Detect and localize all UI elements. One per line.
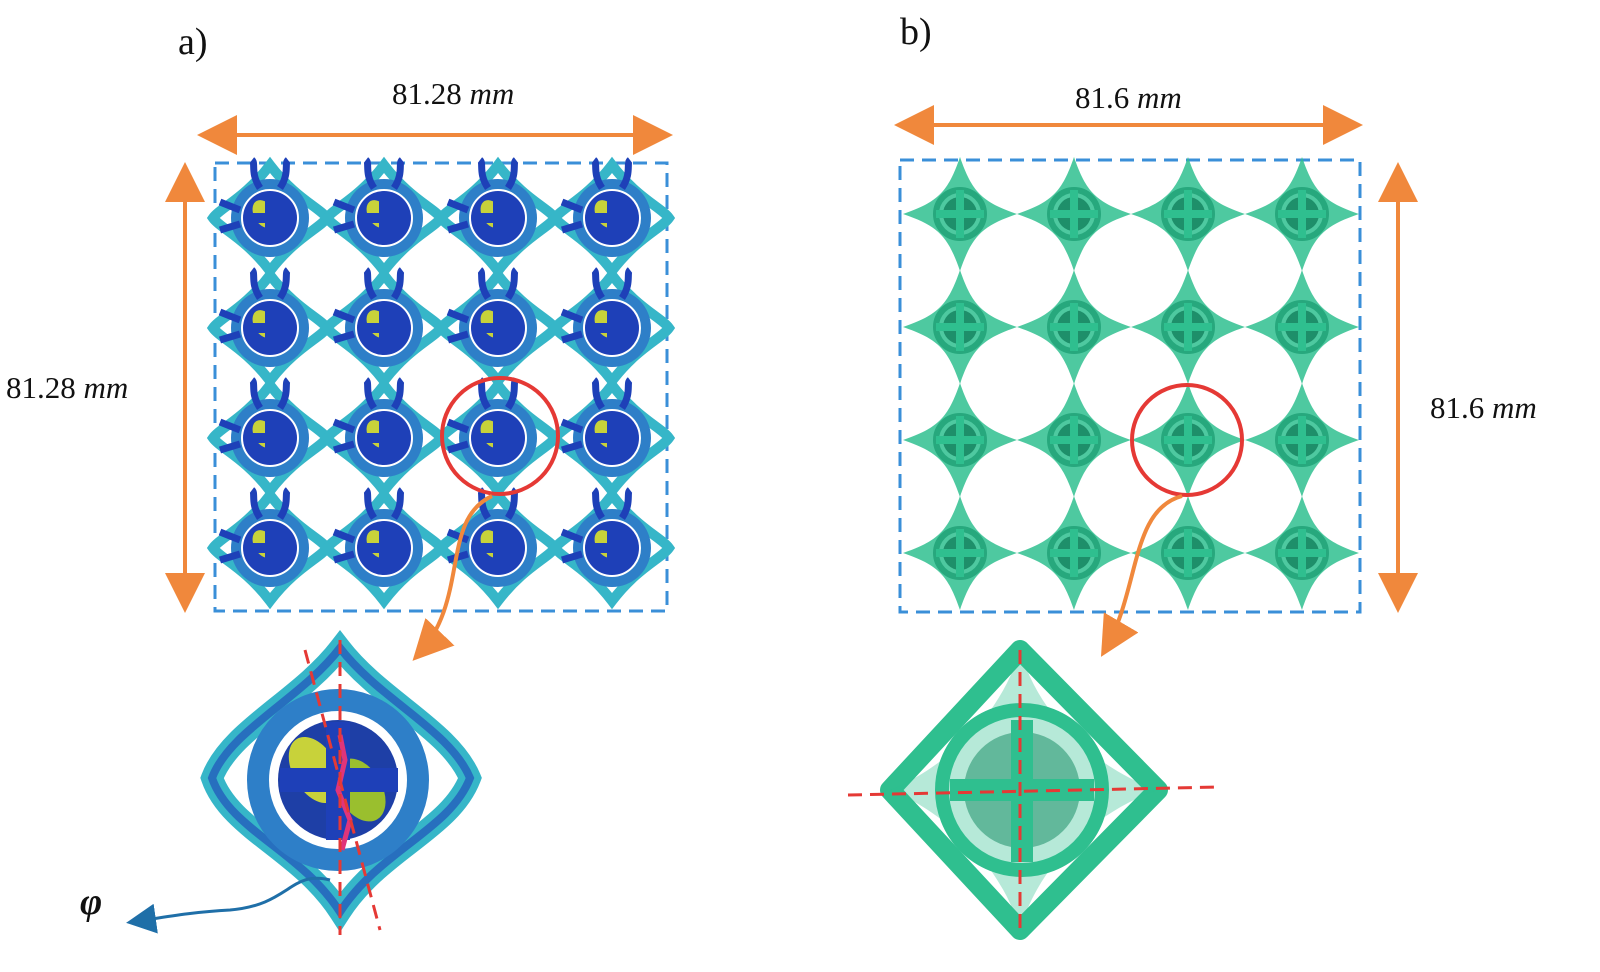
deformed-unit-cell (434, 156, 562, 280)
panel-a-label: a) (178, 21, 208, 63)
undeformed-unit-cell (903, 496, 1017, 610)
dim-unit: mm (1492, 390, 1537, 425)
undeformed-unit-cell (1017, 496, 1131, 610)
deformed-unit-cell (320, 266, 448, 390)
dim-unit: mm (469, 76, 515, 111)
undeformed-unit-cell (1017, 383, 1131, 497)
dim-unit: mm (83, 370, 129, 405)
undeformed-unit-cell (903, 383, 1017, 497)
panel-b-zoomed-unit-cell (847, 640, 1221, 940)
deformed-unit-cell (320, 376, 448, 500)
undeformed-unit-cell (1245, 270, 1359, 384)
panel-b-leader-curve (1100, 494, 1183, 657)
undeformed-unit-cell (1245, 383, 1359, 497)
panel-a-boundary (213, 161, 669, 613)
undeformed-unit-cell (1245, 496, 1359, 610)
deformed-unit-cell (548, 486, 676, 610)
dim-value: 81.6 (1430, 390, 1485, 425)
phi-arrow (126, 876, 331, 934)
panel-a-leader-curve (412, 494, 493, 661)
undeformed-unit-cell (1245, 157, 1359, 271)
dim-value: 81.28 (392, 76, 462, 111)
undeformed-unit-cell (1131, 383, 1245, 497)
panel-b-boundary (898, 158, 1362, 614)
deformed-unit-cell (206, 486, 334, 610)
undeformed-unit-cell (1131, 496, 1245, 610)
deformed-unit-cell (206, 376, 334, 500)
deformed-unit-cell (548, 376, 676, 500)
panel-b-undeformed-lattice (903, 157, 1359, 610)
dim-value: 81.28 (6, 370, 76, 405)
panel-a-deformed-lattice (206, 156, 676, 610)
panel-a-width-dimension: 81.28 mm (392, 76, 514, 112)
panel-b-label: b) (900, 11, 932, 53)
deformed-unit-cell (320, 486, 448, 610)
angle-phi-label: φ (80, 881, 103, 923)
deformed-unit-cell (548, 266, 676, 390)
panel-b-height-dimension: 81.6 mm (1430, 390, 1537, 426)
undeformed-unit-cell (1131, 270, 1245, 384)
panel-b-highlight-circle (1130, 383, 1244, 497)
deformed-unit-cell (434, 486, 562, 610)
undeformed-unit-cell (903, 157, 1017, 271)
deformed-unit-cell (548, 156, 676, 280)
deformed-unit-cell (434, 266, 562, 390)
undeformed-unit-cell (903, 270, 1017, 384)
deformed-unit-cell (320, 156, 448, 280)
panel-a-zoomed-unit-cell (200, 629, 482, 935)
undeformed-unit-cell (1131, 157, 1245, 271)
undeformed-unit-cell (1017, 157, 1131, 271)
panel-a-height-dimension: 81.28 mm (6, 370, 128, 406)
undeformed-unit-cell (1017, 270, 1131, 384)
panel-a-highlight-circle (440, 376, 560, 496)
deformed-unit-cell (206, 156, 334, 280)
deformed-unit-cell (206, 266, 334, 390)
